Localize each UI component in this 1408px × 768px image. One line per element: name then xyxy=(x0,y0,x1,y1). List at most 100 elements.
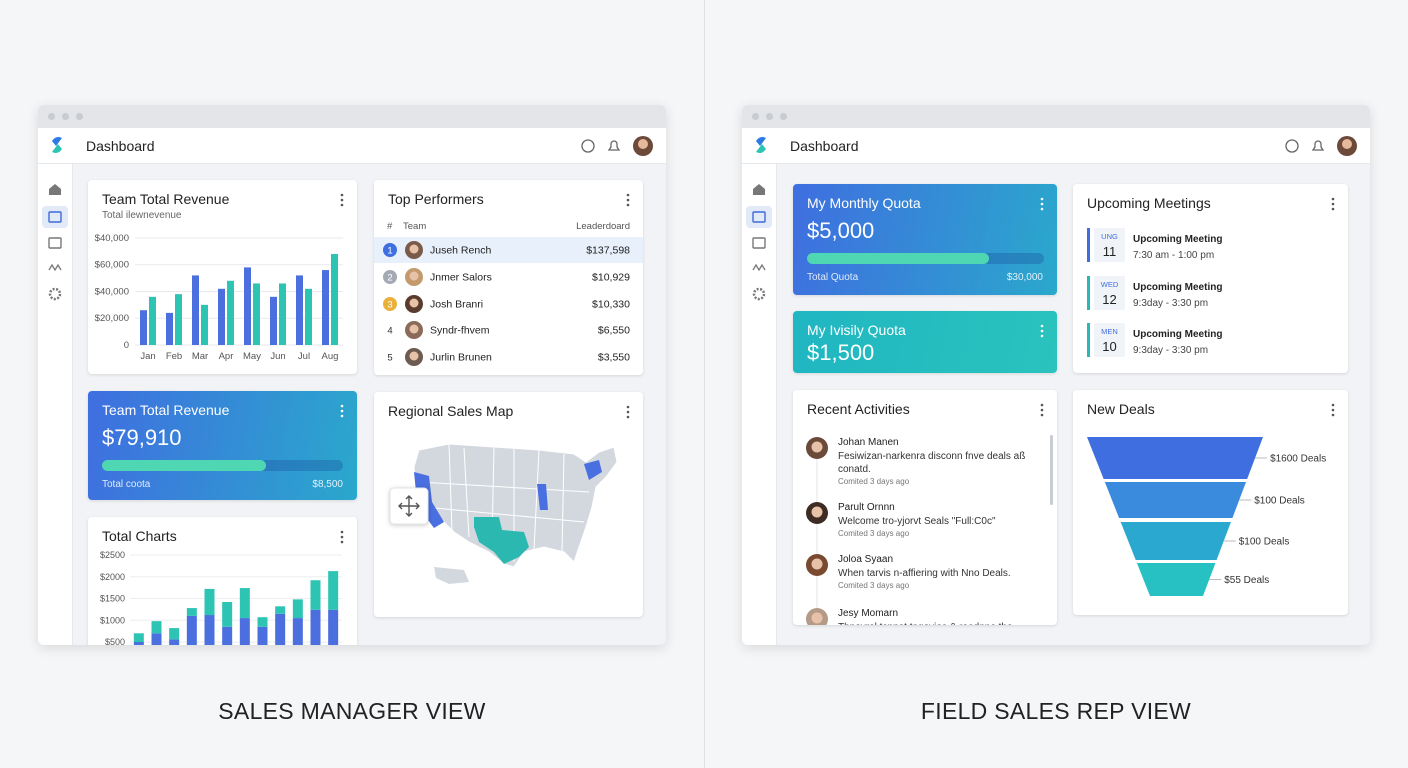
bar-segment xyxy=(222,626,233,645)
name: Jurlin Brunen xyxy=(430,352,492,364)
rank: 5 xyxy=(387,353,392,364)
quota-card: My Ivisily Quota $1,500 xyxy=(793,311,1057,373)
bar xyxy=(322,270,329,345)
activity-name: Johan Manen xyxy=(838,437,899,448)
menu-icon[interactable] xyxy=(1039,403,1045,417)
quota-value: $79,910 xyxy=(102,425,182,450)
menu-icon[interactable] xyxy=(625,405,631,419)
menu-dot xyxy=(626,203,630,207)
y-tick-label: $2500 xyxy=(100,550,125,560)
scrollbar xyxy=(1050,435,1053,505)
meeting-date: 10 xyxy=(1102,339,1116,354)
column-header: Team xyxy=(403,221,426,232)
menu-dot xyxy=(1040,197,1044,201)
menu-dot xyxy=(1040,334,1044,338)
avatar-face xyxy=(409,271,419,281)
header-icons xyxy=(756,136,1357,156)
menu-dot xyxy=(1331,207,1335,211)
menu-dot xyxy=(340,198,344,202)
menu-icon[interactable] xyxy=(1330,403,1336,417)
menu-icon[interactable] xyxy=(339,530,345,544)
quota-label: Total Quota xyxy=(807,272,859,283)
bar xyxy=(331,254,338,345)
rank: 2 xyxy=(387,273,392,284)
bar xyxy=(227,280,234,345)
menu-icon[interactable] xyxy=(339,404,345,418)
date-box xyxy=(1094,228,1125,262)
sidebar xyxy=(742,164,777,645)
bar-segment xyxy=(186,608,197,616)
accent xyxy=(1087,228,1090,262)
bar-segment xyxy=(222,601,233,627)
activities-card: Recent Activities Johan Manen Fesiwizan-n… xyxy=(793,390,1057,625)
menu-dot xyxy=(626,198,630,202)
bar-segment xyxy=(328,571,339,610)
quota-target: $8,500 xyxy=(312,479,343,490)
performers-table: # Team Leaderdoard 1 Juseh Rench $137,598 2 Jnm… xyxy=(374,221,643,366)
bar-segment xyxy=(257,617,268,627)
divider xyxy=(704,0,705,768)
amount: $10,929 xyxy=(592,272,630,284)
sidebar-icons[interactable] xyxy=(742,164,776,364)
activity-name: Joloa Syaan xyxy=(838,554,894,565)
y-tick-label: $40,000 xyxy=(95,286,129,297)
header: Dashboard xyxy=(742,128,1370,164)
amount: $3,550 xyxy=(598,352,630,364)
bar-segment xyxy=(275,613,286,645)
quota-target: $30,000 xyxy=(1006,272,1043,283)
menu-dot xyxy=(1331,403,1335,407)
accent xyxy=(1087,276,1090,310)
sidebar-icons[interactable] xyxy=(38,164,72,364)
bar-segment xyxy=(133,633,144,642)
meeting-title: Upcoming Meeting xyxy=(1133,234,1222,245)
meetings-list: UNG 11 Upcoming Meeting 7:30 am - 1:00 pm WE… xyxy=(1087,228,1222,357)
caption: SALES MANAGER VIEW xyxy=(218,698,486,724)
menu-dot xyxy=(340,404,344,408)
avatar-face xyxy=(811,612,823,624)
card-title: Total Charts xyxy=(102,528,177,544)
x-tick-label: Apr xyxy=(219,351,234,362)
y-tick-label: $1000 xyxy=(100,615,125,625)
meeting-day: MEN xyxy=(1101,327,1118,336)
avatar-face xyxy=(811,441,823,453)
meeting-day: UNG xyxy=(1101,232,1118,241)
accent xyxy=(1087,323,1090,357)
bar-segment xyxy=(328,609,339,645)
bar xyxy=(253,283,260,345)
menu-dot xyxy=(626,193,630,197)
x-tick-label: May xyxy=(243,351,261,362)
x-tick-label: Jun xyxy=(270,351,285,362)
bar-segment xyxy=(151,621,162,634)
rank-badge xyxy=(383,297,397,311)
quota-label: Total coota xyxy=(102,479,151,490)
activity-time: Comited 3 days ago xyxy=(838,529,910,538)
menu-icon[interactable] xyxy=(1039,197,1045,211)
menu-dot xyxy=(1331,202,1335,206)
card-title: My Monthly Quota xyxy=(807,195,921,211)
x-tick-label: Feb xyxy=(166,351,182,362)
progress-fill xyxy=(807,253,990,264)
menu-icon[interactable] xyxy=(625,193,631,207)
menu-dot xyxy=(1040,207,1044,211)
date-box xyxy=(1094,323,1125,357)
y-tick-label: $500 xyxy=(105,637,125,645)
deals-card: New Deals $1600 Deals $100 Deals $100 Deal… xyxy=(1073,390,1348,615)
menu-icon[interactable] xyxy=(1039,324,1045,338)
x-tick-label: Jul xyxy=(298,351,310,362)
menu-icon[interactable] xyxy=(339,193,345,207)
menu-dot xyxy=(1331,413,1335,417)
avatar-face xyxy=(409,298,419,308)
menu-dot xyxy=(1040,202,1044,206)
bar-segment xyxy=(275,606,286,614)
menu-dot xyxy=(340,540,344,544)
quota-value: $1,500 xyxy=(807,340,875,365)
stage-label: $100 Deals xyxy=(1254,496,1305,507)
card-title: Team Total Revenue xyxy=(102,402,230,418)
progress-fill xyxy=(102,460,266,471)
menu-icon[interactable] xyxy=(1330,197,1336,211)
header-title: Dashboard xyxy=(86,138,155,154)
menu-dot xyxy=(340,530,344,534)
menu-dot xyxy=(626,410,630,414)
card-subtitle: Total ilewnevenue xyxy=(102,210,182,221)
